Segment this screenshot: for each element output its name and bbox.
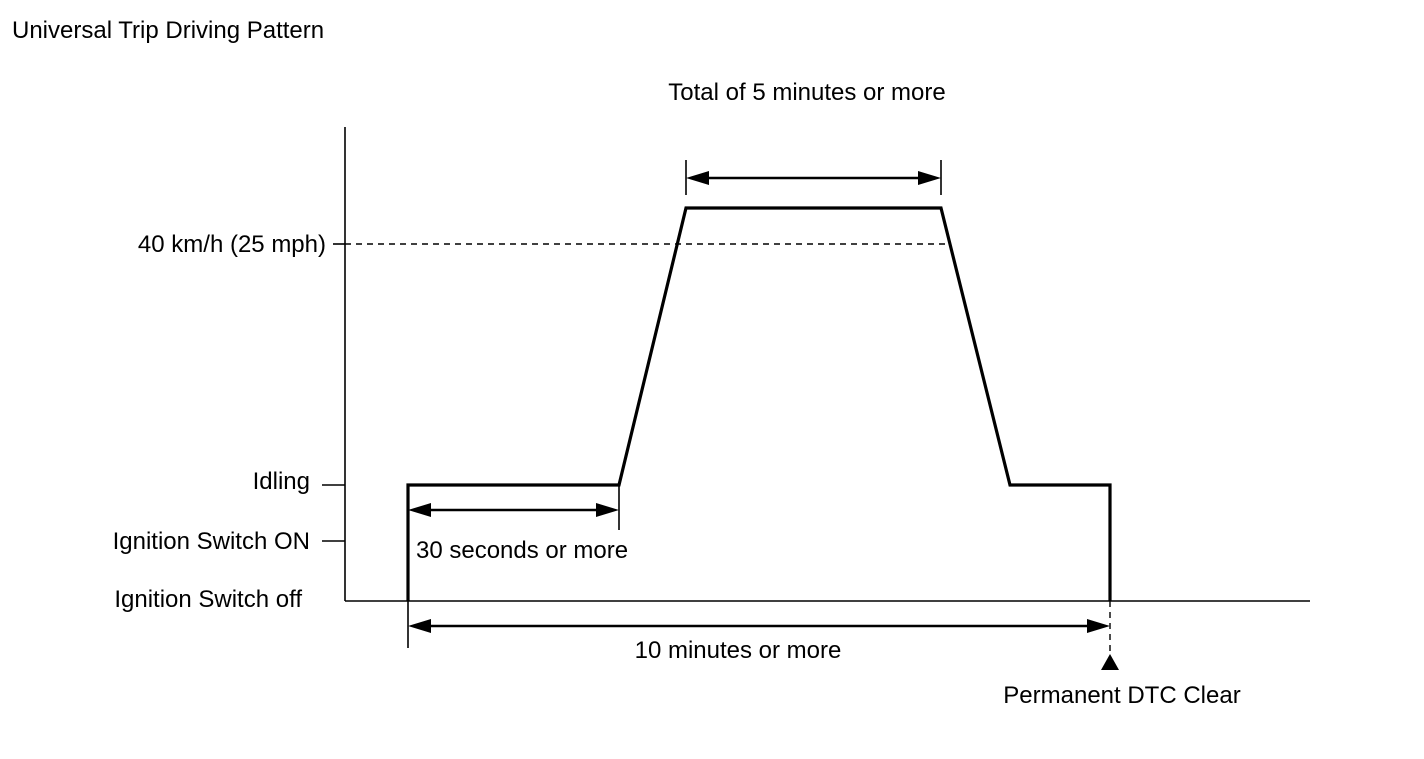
total-left-arrowhead: [408, 619, 431, 633]
high-speed-right-arrowhead: [918, 171, 941, 185]
speed-profile-line: [406, 206, 1112, 601]
ignition-on-level-label: Ignition Switch ON: [113, 528, 310, 555]
diagram-title: Universal Trip Driving Pattern: [12, 17, 324, 44]
idle-right-arrowhead: [596, 503, 619, 517]
idle-left-arrowhead: [408, 503, 431, 517]
total-duration-label: 10 minutes or more: [635, 637, 842, 664]
total-right-arrowhead: [1087, 619, 1110, 633]
idle-duration-label: 30 seconds or more: [416, 537, 628, 564]
dtc-clear-marker-icon: [1101, 654, 1119, 670]
speed-level-label: 40 km/h (25 mph): [138, 231, 326, 258]
dtc-clear-label: Permanent DTC Clear: [1003, 682, 1240, 709]
ignition-off-level-label: Ignition Switch off: [114, 586, 302, 613]
idling-level-label: Idling: [253, 468, 310, 495]
high-speed-duration-label: Total of 5 minutes or more: [668, 79, 945, 106]
high-speed-left-arrowhead: [686, 171, 709, 185]
